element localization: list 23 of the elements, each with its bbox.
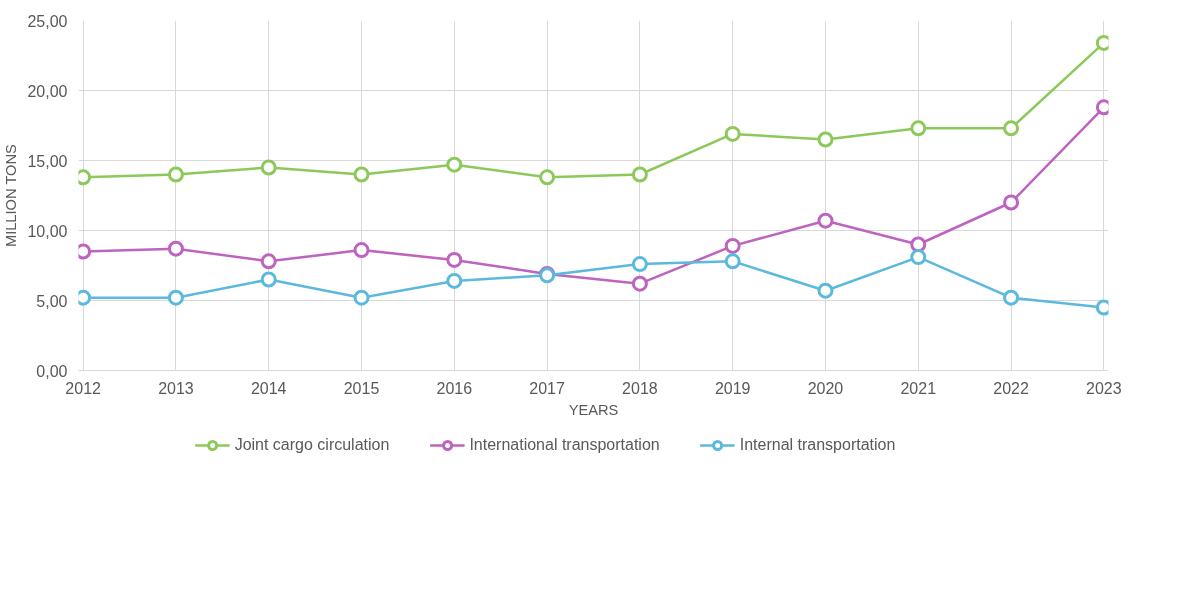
legend-label: Internal transportation: [739, 436, 896, 454]
x-tick-label: 2018: [622, 379, 658, 397]
x-tick-label: 2013: [158, 379, 194, 397]
y-tick-label: 25,00: [27, 12, 68, 30]
y-tick-label: 15,00: [27, 152, 68, 170]
y-axis-title: MILLION TONS: [3, 143, 20, 248]
x-tick-label: 2020: [807, 379, 844, 397]
x-tick-label: 2022: [993, 379, 1029, 397]
x-axis-title: YEARS: [568, 401, 619, 418]
y-tick-label: 0,00: [36, 362, 68, 380]
x-tick-label: 2014: [250, 379, 287, 397]
y-tick-label: 20,00: [27, 82, 68, 100]
x-tick-label: 2016: [436, 379, 473, 397]
legend-label: Joint cargo circulation: [234, 436, 390, 454]
x-tick-label: 2023: [1086, 379, 1122, 397]
y-tick-label: 5,00: [36, 292, 68, 310]
legend-label: International transportation: [469, 436, 660, 454]
y-tick-label: 10,00: [27, 222, 68, 240]
x-tick-label: 2021: [900, 379, 937, 397]
x-tick-label: 2012: [65, 379, 102, 397]
x-tick-label: 2015: [343, 379, 380, 397]
x-tick-label: 2019: [714, 379, 751, 397]
x-tick-label: 2017: [529, 379, 565, 397]
